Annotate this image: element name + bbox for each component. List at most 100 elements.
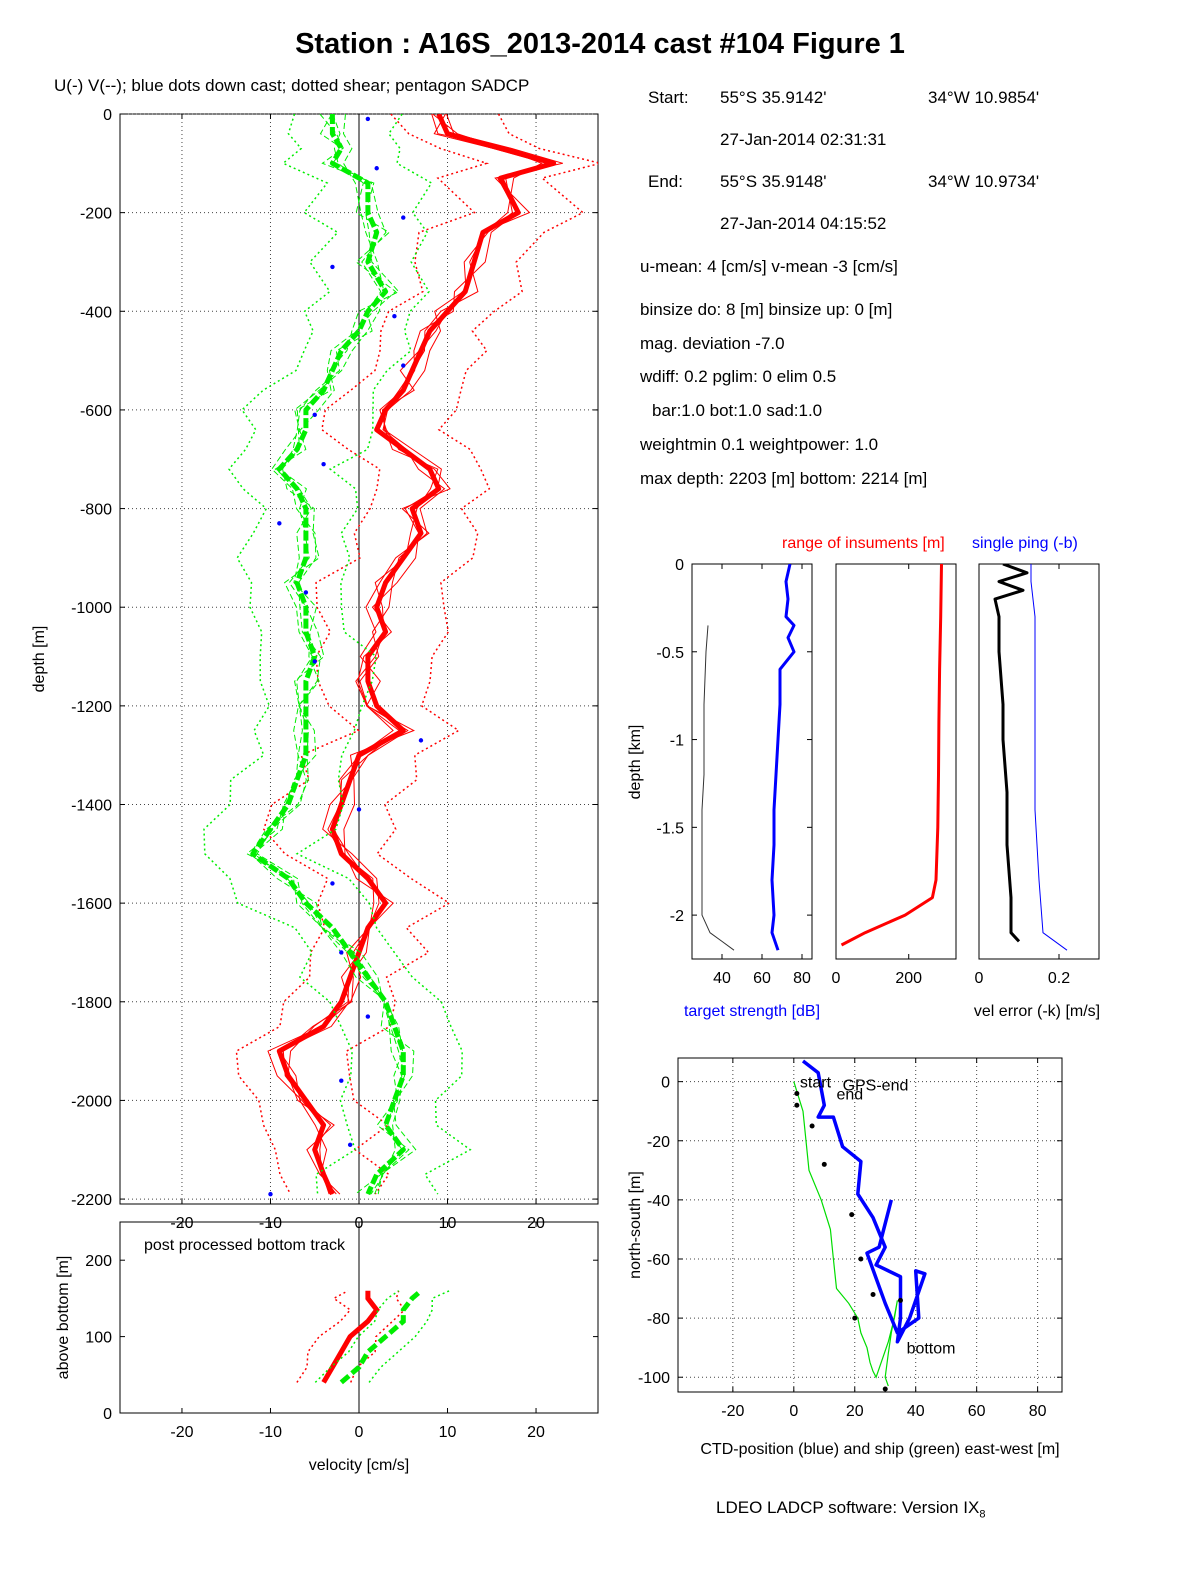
position-marker: [809, 1123, 815, 1129]
velocity-ytick-label: -800: [80, 502, 112, 519]
velocity-ytick-label: -2200: [71, 1192, 112, 1209]
v-ensemble-line: [246, 114, 417, 1195]
target_strength-xtick-label: 60: [753, 970, 771, 987]
velocity-ytick-label: -1600: [71, 896, 112, 913]
bottom_track-xtick-label: 10: [439, 1424, 457, 1441]
v-velocity-line: [250, 114, 406, 1196]
start-label: start: [800, 1075, 832, 1092]
target_strength-ytick-label: -0.5: [656, 645, 684, 662]
start-label: Start:: [648, 88, 689, 107]
position-xlabel: CTD-position (blue) and ship (green) eas…: [700, 1441, 1059, 1458]
position-marker: [897, 1297, 903, 1303]
gps-end-label: GPS-end: [843, 1078, 909, 1095]
start-time: 27-Jan-2014 02:31:31: [720, 130, 887, 149]
u-velocity-line: [276, 114, 557, 1196]
depth-km-ylabel: depth [km]: [627, 725, 644, 800]
vel_error-vel-error-line: [993, 564, 1029, 943]
velocity-ytick-label: -1800: [71, 995, 112, 1012]
u-shear-envelope: [345, 114, 598, 1195]
v-bt-line: [339, 1288, 423, 1385]
u-ensemble-line: [287, 114, 563, 1195]
position-marker: [849, 1212, 855, 1218]
v-bt-shear: [314, 1290, 400, 1383]
uv-means: u-mean: 4 [cm/s] v-mean -3 [cm/s]: [640, 257, 898, 276]
end-label: End:: [648, 172, 683, 191]
target_strength-ytick-label: -1: [670, 733, 684, 750]
downcast-dot: [339, 1078, 344, 1083]
binsize: binsize do: 8 [m] binsize up: 0 [m]: [640, 300, 893, 319]
v-ensemble-line: [249, 114, 415, 1195]
target_strength-ytick-label: -2: [670, 908, 684, 925]
position-xtick-label: -20: [721, 1403, 744, 1420]
position-xtick-label: 60: [968, 1403, 986, 1420]
target-strength-xlabel: target strength [dB]: [684, 1003, 820, 1020]
position-marker: [794, 1090, 800, 1096]
downcast-dot: [392, 314, 397, 319]
weight-params: weightmin 0.1 weightpower: 1.0: [640, 435, 879, 454]
target_strength-frame: [691, 563, 813, 960]
start-lat: 55°S 35.9142': [720, 88, 827, 107]
bottom_track-xtick-label: -20: [170, 1424, 193, 1441]
target_strength-ytick-label: 0: [675, 557, 684, 574]
vel_error-xtick-label: 0: [975, 970, 984, 987]
position-marker: [882, 1386, 888, 1392]
bottom_track-ytick-label: 200: [85, 1253, 112, 1270]
position-marker: [858, 1256, 864, 1262]
bar-weights: bar:1.0 bot:1.0 sad:1.0: [652, 401, 823, 420]
ctd-track-line: [801, 1059, 927, 1344]
downcast-dot: [374, 166, 379, 171]
bottom-label: bottom: [907, 1341, 956, 1358]
downcast-dot: [321, 461, 326, 467]
downcast-dot: [312, 659, 317, 664]
position-ytick-label: -100: [638, 1370, 670, 1387]
velocity-ytick-label: -400: [80, 304, 112, 321]
downcast-dot: [401, 363, 406, 368]
depth-info: max depth: 2203 [m] bottom: 2214 [m]: [640, 469, 928, 488]
velocity-ytick-label: 0: [103, 107, 112, 124]
bottom-track-title: post processed bottom track: [144, 1237, 346, 1254]
position-xtick-label: 40: [907, 1403, 925, 1420]
position-xtick-label: 0: [789, 1403, 798, 1420]
velocity-ylabel: depth [m]: [31, 626, 48, 693]
velocity-ytick-label: -1000: [71, 600, 112, 617]
position-ytick-label: 0: [661, 1075, 670, 1092]
u-bt-shear: [350, 1290, 406, 1383]
position-marker: [852, 1315, 858, 1321]
end-lat: 55°S 35.9148': [720, 172, 827, 191]
downcast-dot: [277, 521, 282, 526]
downcast-dot: [330, 881, 335, 886]
velocity-ytick-label: -2000: [71, 1093, 112, 1110]
v-shear-envelope: [203, 114, 356, 1195]
software-version: LDEO LADCP software: Version IX8: [716, 1498, 986, 1521]
downcast-dot: [365, 1014, 371, 1019]
position-ylabel: north-south [m]: [627, 1171, 644, 1279]
position-xtick-label: 80: [1029, 1403, 1047, 1420]
position-frame: [677, 1057, 1063, 1393]
position-marker: [821, 1161, 827, 1167]
end-label: end: [836, 1086, 863, 1103]
downcast-dot: [303, 590, 309, 595]
downcast-dot: [356, 807, 362, 812]
v-shear-envelope: [295, 114, 472, 1195]
velocity-ytick-label: -1400: [71, 797, 112, 814]
position-ytick-label: -60: [647, 1252, 670, 1269]
range-range-line: [840, 564, 943, 947]
downcast-dot: [365, 116, 371, 122]
figure-subtitle: U(-) V(--); blue dots down cast; dotted …: [54, 76, 530, 95]
downcast-dot: [347, 1142, 353, 1148]
bottom_track-xtick-label: 0: [355, 1424, 364, 1441]
range-frame: [835, 563, 957, 960]
bottom_track-xtick-label: 20: [527, 1424, 545, 1441]
mag-deviation: mag. deviation -7.0: [640, 334, 785, 353]
bottom_track-xtick-label: -10: [259, 1424, 282, 1441]
ship-track-line: [793, 1081, 898, 1387]
vel_error-single-ping-line: [1030, 564, 1068, 951]
start-lon: 34°W 10.9854': [928, 88, 1040, 107]
u-shear-envelope: [235, 114, 490, 1195]
downcast-dot: [330, 264, 335, 270]
downcast-dot: [418, 738, 424, 743]
bottom_track-ytick-label: 0: [103, 1406, 112, 1423]
downcast-dot: [268, 1191, 273, 1197]
range-xtick-label: 0: [832, 970, 841, 987]
